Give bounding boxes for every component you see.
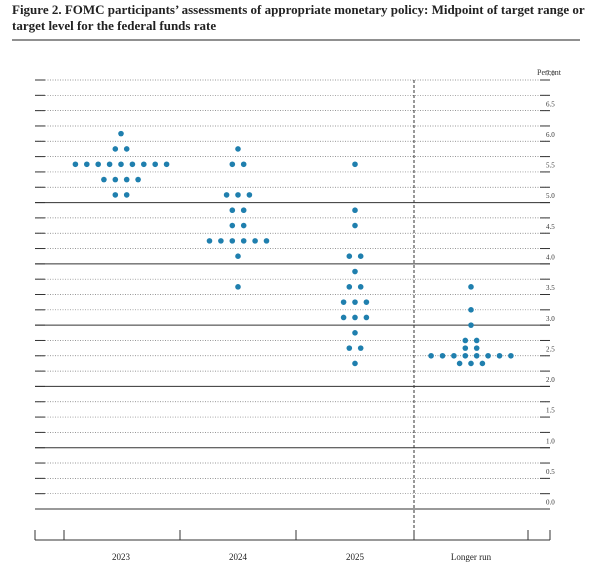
y-tick-label: 6.5: [546, 100, 555, 108]
dot: [468, 322, 474, 328]
dot: [462, 345, 469, 351]
dot: [473, 337, 480, 344]
dot: [439, 352, 446, 359]
dot: [357, 253, 364, 259]
dot: [252, 238, 258, 244]
dot: [352, 360, 358, 367]
dot: [129, 161, 136, 168]
dot: [135, 176, 141, 183]
dot: [357, 284, 364, 290]
y-tick-label: 4.0: [546, 253, 555, 261]
y-tick-label: 2.5: [546, 345, 555, 353]
dot: [235, 146, 241, 152]
dot: [118, 161, 124, 168]
dot: [340, 299, 347, 305]
dot: [479, 360, 486, 367]
dot: [84, 161, 90, 168]
dot: [352, 314, 358, 321]
dot: [163, 161, 170, 168]
dot: [263, 238, 270, 244]
dot: [112, 146, 119, 152]
dot: [352, 330, 358, 336]
dot: [468, 284, 474, 290]
dot: [352, 207, 358, 214]
dot: [240, 207, 247, 214]
y-tick-label: 0.0: [546, 499, 555, 507]
dot: [485, 352, 491, 359]
dot: [462, 352, 469, 359]
x-tick-label: 2025: [346, 552, 365, 562]
dot: [229, 161, 236, 168]
dot: [141, 161, 147, 168]
dot: [235, 192, 241, 198]
y-tick-label: 5.0: [546, 192, 555, 200]
dot: [428, 352, 434, 359]
dot: [346, 284, 353, 290]
y-tick-label: 7.0: [546, 70, 555, 78]
y-tick-label: 2.0: [546, 376, 555, 384]
y-tick-label: 3.5: [546, 284, 555, 292]
dot: [468, 360, 474, 367]
dot: [101, 176, 107, 183]
dot: [95, 161, 101, 168]
y-tick-label: 4.5: [546, 223, 555, 231]
dot: [352, 222, 358, 229]
dot: [106, 161, 113, 168]
dot: [240, 238, 247, 244]
dot: [468, 307, 474, 313]
dot: [123, 192, 130, 198]
dot: [508, 352, 514, 359]
dot: [363, 314, 370, 321]
dot: [112, 192, 119, 198]
dot: [346, 345, 353, 351]
title-box: Figure 2. FOMC participants’ assessments…: [12, 2, 585, 33]
chart-title: Figure 2. FOMC participants’ assessments…: [12, 2, 585, 33]
dot: [218, 238, 224, 244]
dot: [229, 238, 236, 244]
dot: [240, 222, 247, 229]
dot: [352, 299, 358, 305]
y-tick-label: 3.0: [546, 315, 555, 323]
x-tick-label: Longer run: [451, 552, 492, 562]
dot: [123, 146, 130, 152]
dot: [352, 161, 358, 168]
dot: [112, 176, 119, 183]
dot: [123, 176, 130, 183]
dot: [462, 337, 469, 344]
dot: [229, 207, 236, 214]
x-tick-label: 2023: [112, 552, 131, 562]
dot: [235, 284, 241, 290]
dot: [473, 352, 480, 359]
y-tick-label: 5.5: [546, 162, 555, 170]
dot: [340, 314, 347, 321]
y-tick-label: 1.5: [546, 407, 555, 415]
dot: [352, 268, 358, 275]
y-tick-label: 1.0: [546, 437, 555, 445]
dot: [357, 345, 364, 351]
dot: [363, 299, 370, 305]
dot: [235, 253, 241, 259]
dot: [240, 161, 247, 168]
dot: [456, 360, 463, 367]
dot: [473, 345, 480, 351]
y-tick-label: 0.5: [546, 468, 555, 476]
dot: [496, 352, 503, 359]
dot: [152, 161, 158, 168]
y-tick-label: 6.0: [546, 131, 555, 139]
dot: [229, 222, 236, 229]
dot: [223, 192, 230, 198]
dot: [72, 161, 79, 168]
dot: [206, 238, 213, 244]
dot: [246, 192, 253, 198]
dot: [118, 130, 124, 137]
y-axis-label: Percent: [537, 68, 562, 77]
dot: [451, 352, 457, 359]
x-tick-label: 2024: [229, 552, 248, 562]
dot: [346, 253, 353, 259]
